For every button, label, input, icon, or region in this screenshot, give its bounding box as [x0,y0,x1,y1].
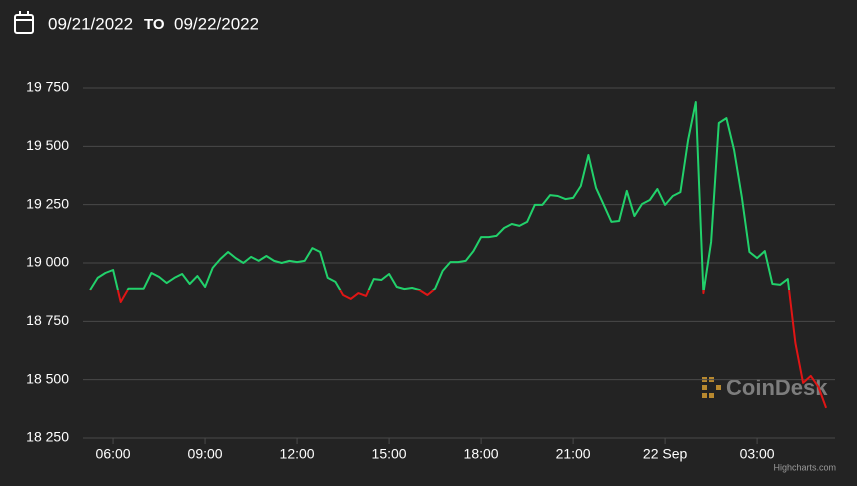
y-tick-label: 19 500 [26,137,69,153]
date-separator: TO [144,16,165,33]
date-to[interactable]: 09/22/2022 [174,14,259,33]
y-tick-label: 18 250 [26,429,69,445]
price-line-up [89,101,791,291]
y-tick-label: 18 750 [26,312,69,328]
x-tick-label: 09:00 [188,446,223,462]
calendar-icon [14,11,34,34]
x-tick-label: 12:00 [280,446,315,462]
x-tick-label: 15:00 [372,446,407,462]
x-tick-label: 06:00 [96,446,131,462]
y-tick-label: 19 750 [26,79,69,95]
watermark-text: CoinDesk [726,375,828,400]
x-tick-label: 18:00 [464,446,499,462]
y-tick-label: 19 250 [26,195,69,211]
credit[interactable]: Highcharts.com [773,462,836,472]
x-tick-label: 21:00 [556,446,591,462]
x-tick-label: 22 Sep [643,446,688,462]
price-line-down [90,290,828,409]
watermark: CoinDesk [702,375,828,400]
y-tick-label: 19 000 [26,254,69,270]
y-tick-label: 18 500 [26,370,69,386]
x-tick-label: 03:00 [740,446,775,462]
input-clip [258,8,278,40]
date-from[interactable]: 09/21/2022 [48,14,133,33]
